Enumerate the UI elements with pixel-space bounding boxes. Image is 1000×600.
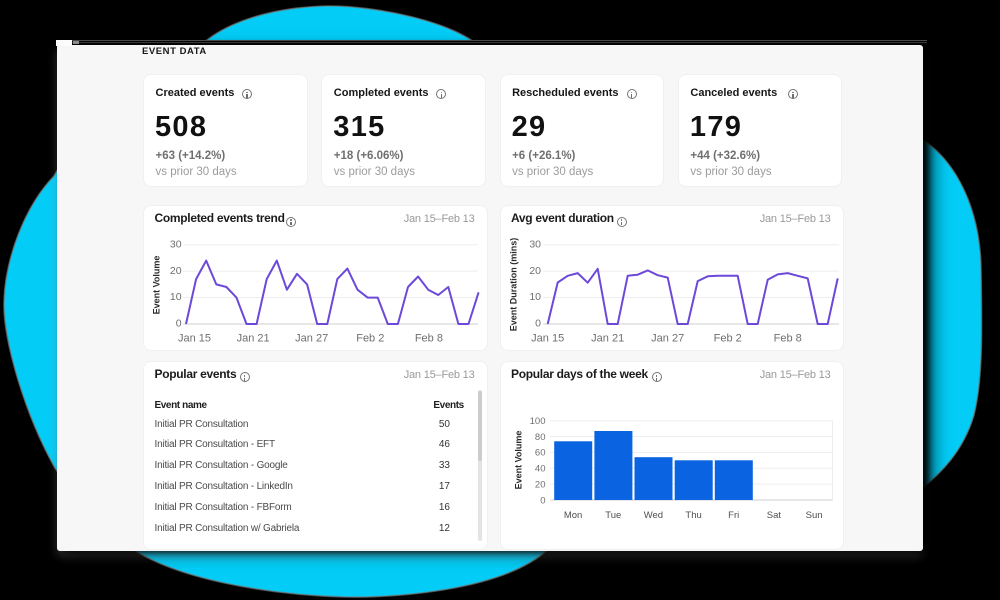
svg-text:Thu: Thu xyxy=(685,510,701,521)
svg-text:Feb 8: Feb 8 xyxy=(415,332,443,344)
svg-text:60: 60 xyxy=(534,448,545,459)
svg-text:0: 0 xyxy=(535,317,541,329)
svg-text:Event Volume: Event Volume xyxy=(152,255,162,314)
svg-text:20: 20 xyxy=(529,264,541,276)
svg-text:10: 10 xyxy=(170,291,182,303)
svg-text:Event Volume: Event Volume xyxy=(513,431,523,490)
svg-text:Event Duration (mins): Event Duration (mins) xyxy=(508,237,518,331)
svg-text:100: 100 xyxy=(529,416,545,427)
svg-text:Sat: Sat xyxy=(766,510,781,521)
svg-text:Feb 8: Feb 8 xyxy=(773,332,801,344)
svg-text:30: 30 xyxy=(170,238,182,250)
svg-text:20: 20 xyxy=(534,479,545,490)
svg-text:80: 80 xyxy=(534,432,545,443)
svg-text:Jan 27: Jan 27 xyxy=(295,332,328,344)
svg-text:40: 40 xyxy=(534,464,545,475)
svg-text:0: 0 xyxy=(540,495,545,506)
svg-text:Jan 27: Jan 27 xyxy=(651,332,684,344)
svg-text:Jan 15: Jan 15 xyxy=(178,332,211,344)
svg-text:Jan 15: Jan 15 xyxy=(531,332,564,344)
svg-text:30: 30 xyxy=(529,238,541,250)
svg-text:Mon: Mon xyxy=(563,510,581,521)
svg-text:Jan 21: Jan 21 xyxy=(237,332,270,344)
svg-text:Sun: Sun xyxy=(805,510,822,521)
svg-text:10: 10 xyxy=(529,291,541,303)
svg-text:Feb 2: Feb 2 xyxy=(356,332,384,344)
svg-text:0: 0 xyxy=(176,317,182,329)
svg-text:20: 20 xyxy=(170,264,182,276)
svg-text:Jan 21: Jan 21 xyxy=(591,332,624,344)
svg-text:Feb 2: Feb 2 xyxy=(713,332,741,344)
svg-text:Fri: Fri xyxy=(728,510,739,521)
svg-text:Wed: Wed xyxy=(643,510,662,521)
svg-text:Tue: Tue xyxy=(605,510,621,521)
